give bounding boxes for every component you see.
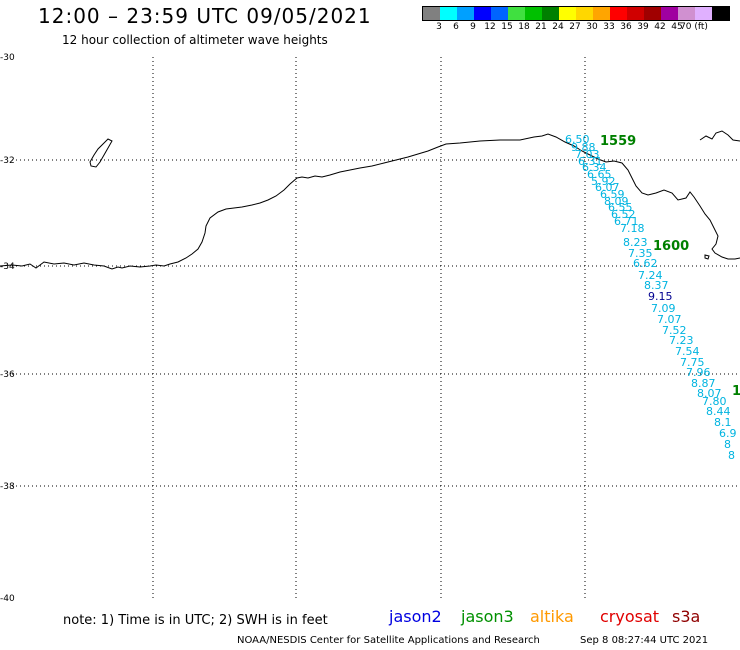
- wave-height-label: 7.23: [669, 334, 694, 347]
- wave-height-label: 8.1: [714, 416, 732, 429]
- wave-height-label: 9.88: [571, 141, 596, 154]
- wave-height-label: 8.37: [644, 279, 669, 292]
- wave-height-label: 7.03: [575, 148, 600, 161]
- map-title: 12:00 – 23:59 UTC 09/05/2021: [38, 4, 372, 28]
- generation-timestamp: Sep 8 08:27:44 UTC 2021: [580, 635, 709, 646]
- colorbar-label: 9: [470, 22, 476, 32]
- colorbar-label: 70 (ft): [680, 22, 708, 32]
- satellite-legend-jason3: jason3: [461, 607, 514, 626]
- colorbar-swatch: [712, 7, 729, 20]
- latitude-tick-label: -30: [0, 53, 15, 63]
- latitude-tick-label: -40: [0, 594, 15, 604]
- colorbar-label: 33: [603, 22, 615, 32]
- colorbar-swatch: [695, 7, 712, 20]
- colorbar-label: 39: [637, 22, 649, 32]
- pass-time-label: 1559: [600, 134, 636, 149]
- colorbar-label: 30: [586, 22, 598, 32]
- colorbar-swatch: [440, 7, 457, 20]
- colorbar-label: 3: [436, 22, 442, 32]
- wave-height-label: 8.23: [623, 236, 648, 249]
- wave-height-label: 7.18: [620, 222, 645, 235]
- wave-height-label: 7.09: [651, 302, 676, 315]
- wave-height-colorbar: [422, 6, 730, 21]
- colorbar-label: 18: [518, 22, 530, 32]
- wave-height-label: 7.35: [628, 247, 653, 260]
- wave-height-label: 7.07: [657, 313, 682, 326]
- wave-height-label: 7.96: [686, 366, 711, 379]
- wave-height-label: 6.59: [600, 188, 625, 201]
- australia-south-coastline: [0, 133, 740, 270]
- altimeter-map: 120123126129132135-30-32-34-36-38-40 6.5…: [0, 53, 740, 604]
- wave-height-label: 7.52: [662, 324, 687, 337]
- satellite-legend-jason2: jason2: [389, 607, 442, 626]
- wave-height-label: 6.50: [565, 133, 590, 146]
- latitude-tick-label: -34: [0, 262, 15, 272]
- wave-height-label: 6.31: [578, 155, 603, 168]
- wave-height-label: 6.65: [587, 168, 612, 181]
- pass-time-label: 1600: [653, 239, 689, 254]
- colorbar-swatch: [661, 7, 678, 20]
- colorbar-label: 21: [535, 22, 547, 32]
- colorbar-label: 12: [484, 22, 496, 32]
- pass-time-label: 1: [732, 384, 740, 399]
- satellite-legend-s3a: s3a: [672, 607, 701, 626]
- sa-gulf-coastline: [699, 130, 740, 142]
- colorbar-swatch: [559, 7, 576, 20]
- wave-height-label: 8: [724, 438, 731, 451]
- wave-height-label: 6.52: [611, 208, 636, 221]
- wave-height-label: 6.07: [595, 181, 620, 194]
- colorbar-label: 45: [671, 22, 683, 32]
- units-note: note: 1) Time is in UTC; 2) SWH is in fe…: [63, 613, 328, 628]
- wave-height-label: 8.09: [604, 195, 629, 208]
- wave-height-label: 8: [728, 449, 735, 462]
- colorbar-swatch: [542, 7, 559, 20]
- map-subtitle: 12 hour collection of altimeter wave hei…: [62, 33, 328, 47]
- colorbar-label: 24: [552, 22, 564, 32]
- wave-height-label: 6.34: [582, 161, 607, 174]
- latitude-tick-label: -38: [0, 482, 15, 492]
- colorbar-swatch: [525, 7, 542, 20]
- wave-height-label: 6.55: [608, 201, 633, 214]
- colorbar-swatch: [423, 7, 440, 20]
- colorbar-swatch: [576, 7, 593, 20]
- satellite-legend-cryosat: cryosat: [600, 607, 660, 626]
- colorbar-swatch: [491, 7, 508, 20]
- wave-height-label: 6.62: [633, 257, 658, 270]
- colorbar-swatch: [474, 7, 491, 20]
- coastal-islet: [704, 254, 710, 260]
- colorbar-label: 6: [453, 22, 459, 32]
- latitude-tick-label: -36: [0, 370, 15, 380]
- wave-height-label: 7.24: [638, 269, 663, 282]
- wave-height-label: 8.07: [697, 387, 722, 400]
- colorbar-swatch: [457, 7, 474, 20]
- map-grid: 120123126129132135-30-32-34-36-38-40: [0, 53, 740, 604]
- wave-height-label: 8.44: [706, 405, 731, 418]
- wave-height-label: 5.92: [591, 175, 616, 188]
- colorbar-label: 15: [501, 22, 513, 32]
- satellite-legend-altika: altika: [530, 607, 574, 626]
- latitude-tick-label: -32: [0, 156, 15, 166]
- altimeter-track: 6.509.887.036.316.346.655.926.076.598.09…: [565, 133, 740, 462]
- coastline: [0, 130, 740, 270]
- colorbar-swatch: [627, 7, 644, 20]
- wave-height-label: 6.9: [719, 427, 737, 440]
- colorbar-swatch: [610, 7, 627, 20]
- colorbar-swatch: [508, 7, 525, 20]
- colorbar-swatch: [678, 7, 695, 20]
- wave-height-label: 9.15: [648, 290, 673, 303]
- colorbar-label: 42: [654, 22, 666, 32]
- wave-height-label: 6.71: [614, 215, 639, 228]
- coastal-island: [89, 138, 113, 168]
- credit-line: NOAA/NESDIS Center for Satellite Applica…: [237, 635, 540, 646]
- wave-height-label: 8.87: [691, 377, 716, 390]
- colorbar-swatch: [593, 7, 610, 20]
- wave-height-label: 7.80: [702, 395, 727, 408]
- wave-height-label: 7.54: [675, 345, 700, 358]
- colorbar-label: 36: [620, 22, 632, 32]
- colorbar-label: 27: [569, 22, 581, 32]
- colorbar-swatch: [644, 7, 661, 20]
- wave-height-label: 7.75: [680, 356, 705, 369]
